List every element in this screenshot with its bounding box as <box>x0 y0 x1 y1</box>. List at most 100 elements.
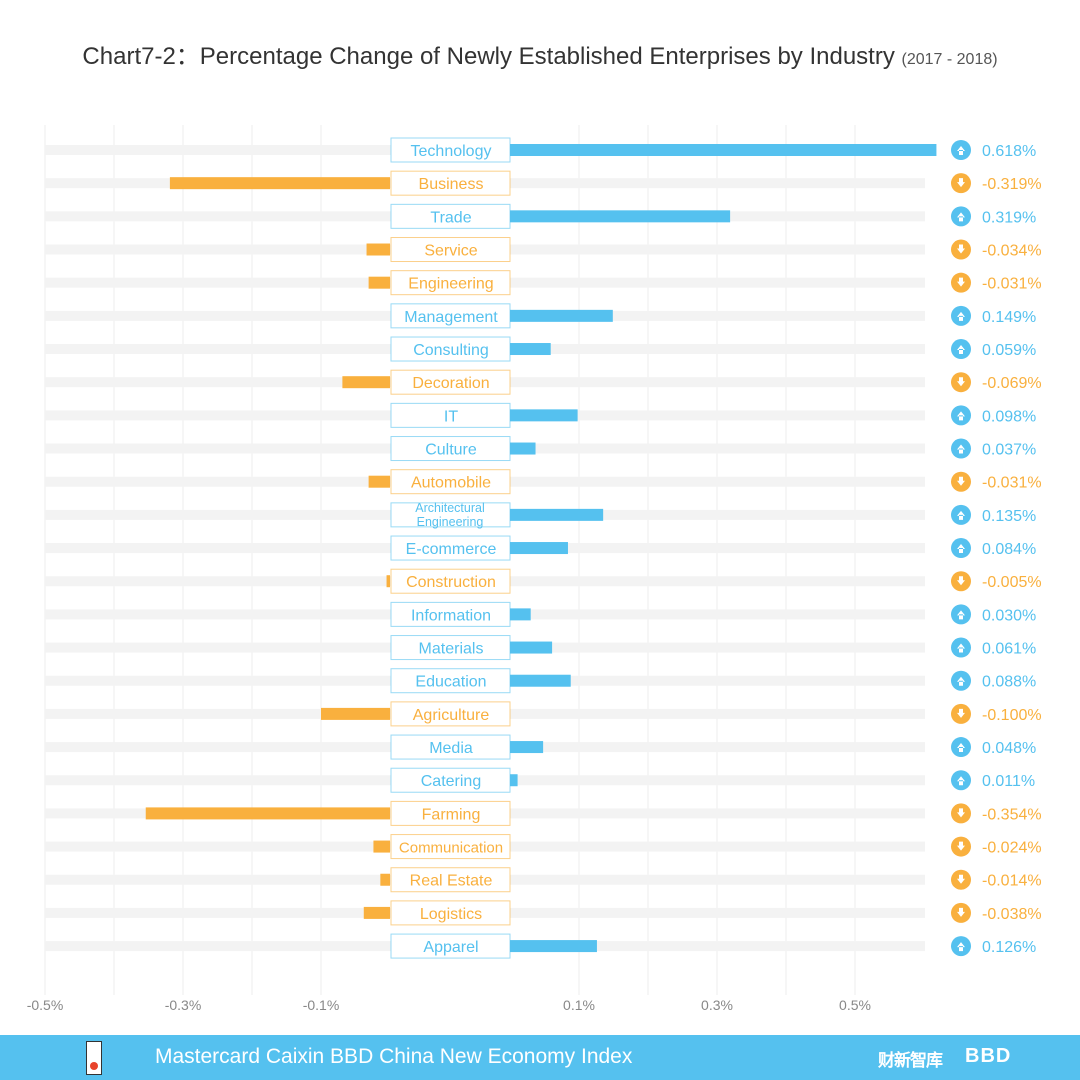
arrow-glyph <box>957 178 965 188</box>
category-box <box>390 568 511 594</box>
arrow-glyph <box>957 544 965 554</box>
arrow-glyph <box>957 841 965 851</box>
category-label: Decoration <box>412 375 489 392</box>
category-box <box>390 402 511 428</box>
category-label: Engineering <box>417 515 484 529</box>
category-label: Technology <box>411 143 492 160</box>
category-box <box>390 369 511 395</box>
category-box <box>390 303 511 329</box>
category-box <box>390 436 511 462</box>
value-label: 0.061% <box>982 641 1036 658</box>
value-label: 0.011% <box>982 773 1035 790</box>
value-label: 0.126% <box>982 939 1036 956</box>
bar-4 <box>368 276 390 289</box>
bar-23 <box>363 906 390 919</box>
value-label: -0.031% <box>982 475 1042 492</box>
category-label: Logistics <box>420 906 482 923</box>
category-label: E-commerce <box>406 541 497 558</box>
bar-7 <box>342 376 390 389</box>
bar-21 <box>373 840 390 853</box>
arrow-glyph <box>957 808 965 818</box>
arrow-glyph <box>957 942 965 952</box>
category-label: Business <box>419 176 484 193</box>
arrow-glyph <box>957 146 965 155</box>
bar-11 <box>510 508 604 521</box>
value-label: -0.354% <box>982 806 1042 823</box>
bar-8 <box>510 409 578 422</box>
category-box <box>390 668 511 694</box>
category-label: Materials <box>419 641 484 658</box>
category-label: Education <box>415 674 486 691</box>
bar-3 <box>366 243 390 256</box>
category-label: Culture <box>425 442 477 459</box>
arrow-glyph <box>957 708 965 718</box>
category-box <box>390 270 511 296</box>
bar-15 <box>510 641 553 654</box>
category-box <box>390 900 511 926</box>
value-label: -0.014% <box>982 873 1042 890</box>
value-label: 0.618% <box>982 143 1036 160</box>
category-box <box>390 767 511 793</box>
x-tick-label: -0.3% <box>165 997 202 1013</box>
bar-16 <box>510 674 571 687</box>
arrow-glyph <box>957 244 965 254</box>
arrow-glyph <box>957 510 965 520</box>
bar-6 <box>510 343 551 356</box>
arrow-glyph <box>957 576 965 586</box>
category-box <box>390 933 511 959</box>
category-label: IT <box>444 408 458 425</box>
arrow-glyph <box>957 743 965 753</box>
arrow-glyph <box>957 643 965 653</box>
category-box <box>390 502 511 528</box>
value-label: 0.037% <box>982 442 1036 459</box>
bar-1 <box>169 177 390 190</box>
bar-22 <box>380 873 390 886</box>
category-box <box>390 800 511 826</box>
value-label: -0.031% <box>982 276 1042 293</box>
category-box <box>390 203 511 229</box>
category-box <box>390 336 511 362</box>
bar-10 <box>368 475 390 488</box>
category-box <box>390 867 511 893</box>
category-label: Catering <box>421 773 481 790</box>
value-label: -0.038% <box>982 906 1042 923</box>
category-box <box>390 170 511 196</box>
bar-chart: Technology 0.618% Business -0.319% Trade 0.31… <box>27 125 1042 1013</box>
category-label: Automobile <box>411 475 491 492</box>
value-label: 0.048% <box>982 740 1036 757</box>
value-label: 0.149% <box>982 309 1036 326</box>
arrow-glyph <box>957 277 965 287</box>
caixin-logo: 财新智库 <box>878 1051 943 1070</box>
arrow-glyph <box>957 874 965 884</box>
footer-bar: Mastercard Caixin BBD China New Economy … <box>0 1035 1080 1080</box>
category-box <box>390 701 511 727</box>
bar-20 <box>145 807 390 820</box>
arrow-glyph <box>957 411 965 421</box>
value-label: 0.059% <box>982 342 1036 359</box>
x-tick-label: 0.1% <box>563 997 595 1013</box>
category-label: Engineering <box>408 276 493 293</box>
category-box <box>390 237 511 263</box>
bar-24 <box>510 940 597 953</box>
value-label: 0.088% <box>982 674 1036 691</box>
value-label: 0.030% <box>982 607 1036 624</box>
bar-14 <box>510 608 531 621</box>
value-label: 0.098% <box>982 408 1036 425</box>
arrow-glyph <box>957 476 965 486</box>
arrow-glyph <box>957 676 965 686</box>
category-label: Agriculture <box>413 707 490 724</box>
category-box <box>390 137 511 163</box>
value-label: -0.005% <box>982 574 1042 591</box>
chart-title: Chart7-2：Percentage Change of Newly Esta… <box>0 36 1080 71</box>
bar-13 <box>386 575 390 588</box>
bar-2 <box>510 210 731 223</box>
x-tick-label: -0.1% <box>303 997 340 1013</box>
value-label: -0.069% <box>982 375 1042 392</box>
bbd-logo: BBD <box>965 1045 1012 1067</box>
arrow-glyph <box>957 907 965 917</box>
bar-0 <box>510 144 937 156</box>
category-box <box>390 601 511 627</box>
arrow-glyph <box>957 444 965 454</box>
value-label: -0.100% <box>982 707 1042 724</box>
x-tick-label: 0.5% <box>839 997 871 1013</box>
